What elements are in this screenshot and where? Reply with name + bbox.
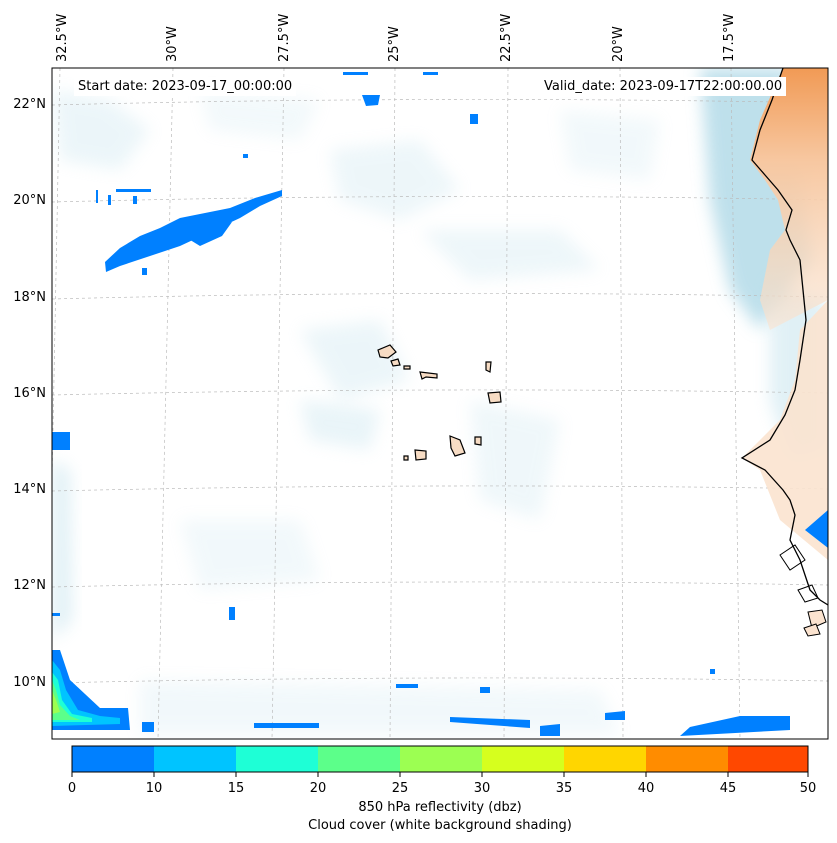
colorbar-tick-label: 50 <box>799 781 817 796</box>
lat-label: 20°N <box>13 193 46 208</box>
colorbar-segment-3 <box>236 746 318 772</box>
lon-label: 27.5°W <box>277 13 292 62</box>
colorbar-segment-8 <box>646 746 728 772</box>
lat-label: 18°N <box>13 290 46 305</box>
colorbar-tick-label: 20 <box>309 781 327 796</box>
colorbar-segment-9 <box>728 746 808 772</box>
colorbar-label: 850 hPa reflectivity (dbz) <box>358 800 522 815</box>
colorbar-tick-label: 10 <box>145 781 163 796</box>
map-frame <box>51 67 829 740</box>
colorbar-segment-1 <box>72 746 154 772</box>
lat-label: 10°N <box>13 675 46 690</box>
lon-label: 22.5°W <box>499 13 514 62</box>
start-date-label: Start date: 2023-09-17_00:00:00 <box>74 77 297 96</box>
colorbar-segment-4 <box>318 746 400 772</box>
valid-date-label: Valid_date: 2023-09-17T22:00:00.00 <box>540 77 787 96</box>
colorbar-segment-2 <box>154 746 236 772</box>
colorbar-tick-label: 0 <box>67 781 77 796</box>
colorbar-tick-label: 15 <box>227 781 245 796</box>
colorbar-segment-6 <box>482 746 564 772</box>
colorbar-tick-label: 25 <box>391 781 409 796</box>
lat-label: 16°N <box>13 386 46 401</box>
colorbar-tick-label: 45 <box>719 781 737 796</box>
africa-coast <box>740 68 828 637</box>
lon-label: 25°W <box>387 26 402 62</box>
lat-label: 12°N <box>13 578 46 593</box>
lon-label: 17.5°W <box>722 13 737 62</box>
high-reflectivity-core <box>52 660 120 726</box>
colorbar-tick-label: 35 <box>555 781 573 796</box>
lon-label: 20°W <box>611 26 626 62</box>
colorbar <box>71 745 809 777</box>
reflectivity-cells <box>52 72 828 736</box>
lat-label: 14°N <box>13 482 46 497</box>
colorbar-segment-7 <box>564 746 646 772</box>
colorbar-tick-label: 30 <box>473 781 491 796</box>
lat-label: 22°N <box>13 97 46 112</box>
cape-verde-islands <box>377 344 502 461</box>
colorbar-sublabel: Cloud cover (white background shading) <box>308 818 572 833</box>
lon-label: 30°W <box>165 26 180 62</box>
graticule <box>52 68 828 739</box>
map-area <box>52 68 828 739</box>
colorbar-segment-5 <box>400 746 482 772</box>
lon-label: 32.5°W <box>55 13 70 62</box>
colorbar-tick-label: 40 <box>637 781 655 796</box>
